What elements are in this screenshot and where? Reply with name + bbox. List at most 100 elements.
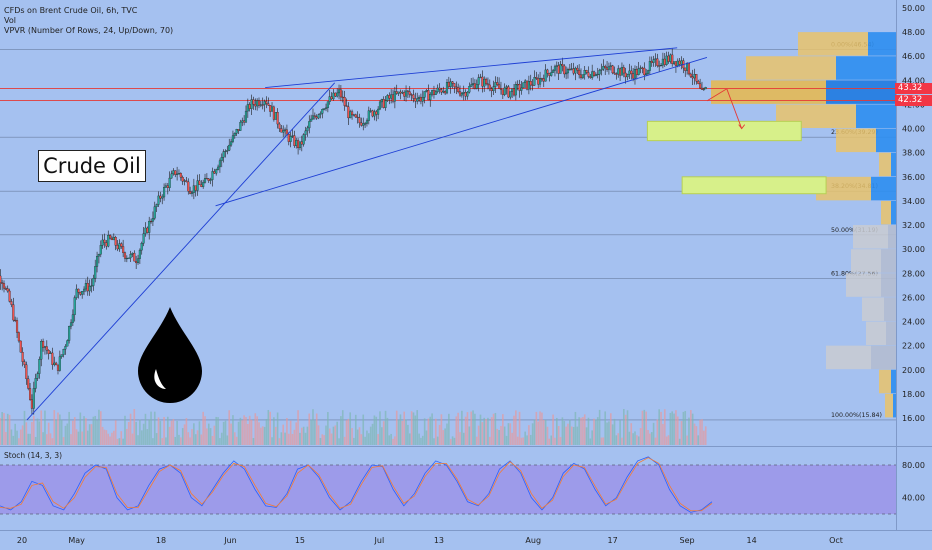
volume-profile-down-bar: [746, 56, 836, 80]
candle-body: [241, 120, 244, 123]
candle-body: [125, 257, 128, 260]
volume-bar: [399, 414, 402, 445]
volume-bar: [619, 420, 621, 445]
candle-body: [202, 182, 205, 187]
candle-body: [667, 55, 670, 62]
candle-body: [131, 252, 134, 255]
volume-bar: [72, 420, 74, 445]
volume-bar: [77, 431, 80, 445]
candle-body: [92, 278, 95, 286]
volume-bar: [241, 420, 244, 445]
volume-bar: [254, 413, 257, 445]
candle-body: [10, 301, 13, 305]
volume-bar: [647, 429, 649, 445]
volume-bar: [520, 437, 523, 445]
candle-body: [269, 105, 272, 112]
volume-bar: [602, 437, 605, 445]
volume-bar: [548, 438, 551, 445]
candle-body: [304, 130, 307, 135]
candle-body: [360, 122, 363, 126]
volume-bar: [624, 414, 627, 445]
volume-bar: [395, 410, 398, 445]
volume-bar: [140, 430, 143, 445]
candle-body: [434, 91, 437, 95]
candle-body: [114, 237, 117, 246]
candle-body: [224, 150, 227, 153]
volume-bar: [191, 429, 193, 445]
candle-body: [32, 388, 35, 409]
volume-bar: [31, 421, 33, 445]
candle-body: [319, 113, 322, 115]
volume-bar: [557, 426, 560, 445]
volume-bar: [347, 418, 350, 445]
stochastic-indicator-label: Stoch (14, 3, 3): [4, 451, 63, 460]
candle-body: [217, 166, 220, 170]
volume-bar: [137, 435, 139, 445]
volume-bar: [636, 435, 638, 445]
candle-body: [592, 71, 596, 77]
volume-bar: [462, 432, 465, 445]
volume-bar: [237, 421, 240, 445]
volume-bar: [148, 419, 150, 445]
volume-bar: [315, 413, 318, 445]
volume-bar: [511, 432, 513, 445]
volume-profile-down-bar: [885, 393, 893, 418]
volume-bar: [660, 411, 662, 445]
volume-bar: [353, 437, 355, 445]
volume-bar: [544, 420, 547, 445]
volume-bar: [5, 431, 7, 445]
volume-bar: [392, 438, 394, 445]
volume-bar: [278, 438, 281, 445]
volume-bar: [448, 413, 450, 445]
candle-body: [700, 87, 704, 90]
price-axis-tick: 44.00: [902, 76, 925, 85]
candle-body: [572, 68, 575, 74]
candle-body: [630, 70, 633, 74]
candle-body: [272, 106, 275, 120]
volume-bar: [444, 428, 446, 445]
volume-bar: [600, 437, 603, 445]
candle-body: [127, 257, 130, 259]
candle-body: [587, 72, 590, 77]
candle-body: [142, 233, 145, 244]
candle-body: [166, 185, 169, 188]
candle-body: [1, 282, 4, 284]
candle-body: [511, 88, 514, 92]
volume-bar: [535, 411, 538, 445]
candle-body: [356, 116, 359, 118]
candle-body: [187, 181, 190, 192]
volume-bar: [556, 417, 558, 445]
candle-body: [419, 96, 422, 102]
volume-bar: [325, 425, 327, 445]
candle-body: [105, 242, 108, 247]
candle-body: [226, 150, 229, 152]
volume-bar: [632, 433, 634, 445]
volume-bar: [384, 410, 387, 445]
crude-oil-annotation-text: Crude Oil: [43, 154, 141, 178]
candle-body: [45, 346, 48, 351]
volume-bar: [496, 428, 499, 445]
candle-body: [222, 151, 225, 158]
volume-bar: [301, 427, 303, 445]
candle-body: [591, 71, 594, 78]
candle-body: [423, 91, 426, 98]
price-axis-tick: 34.00: [902, 197, 925, 206]
candle-body: [246, 104, 249, 112]
volume-bar: [105, 430, 108, 445]
volume-profile-up-bar: [836, 56, 896, 80]
candle-body: [669, 54, 672, 62]
volume-bar: [431, 413, 433, 445]
volume-bar: [306, 426, 309, 445]
volume-bar: [53, 410, 56, 445]
volume-bar: [226, 435, 229, 445]
volume-bar: [481, 422, 484, 445]
volume-bar: [88, 424, 91, 445]
candle-body: [565, 72, 568, 75]
volume-bar: [332, 426, 335, 445]
volume-bar: [394, 436, 396, 445]
candle-body: [531, 84, 534, 86]
candle-body: [512, 88, 516, 96]
volume-bar: [623, 409, 625, 445]
candle-body: [60, 354, 63, 357]
candle-body: [648, 61, 651, 71]
